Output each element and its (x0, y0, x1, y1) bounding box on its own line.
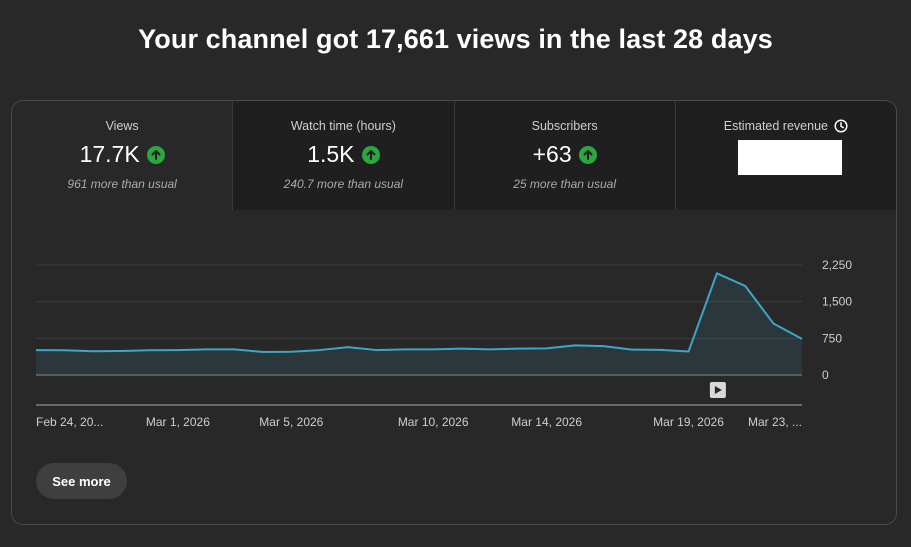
see-more-button[interactable]: See more (36, 463, 127, 499)
tab-views-sub: 961 more than usual (67, 177, 177, 191)
tab-views[interactable]: Views 17.7K 961 more than usual (12, 101, 233, 210)
analytics-card: Views 17.7K 961 more than usual Watch ti… (11, 100, 897, 525)
arrow-up-icon (361, 145, 380, 164)
tab-subscribers[interactable]: Subscribers +63 25 more than usual (453, 101, 675, 210)
tab-estimated-revenue[interactable]: Estimated revenue (674, 101, 896, 210)
tab-subscribers-value-row: +63 (455, 141, 675, 168)
page-headline: Your channel got 17,661 views in the las… (138, 24, 773, 54)
tab-views-value: 17.7K (79, 141, 140, 167)
arrow-up-icon (146, 145, 165, 164)
tab-watch-time-label: Watch time (hours) (290, 119, 396, 133)
clock-icon[interactable] (834, 119, 848, 133)
tab-views-value-row: 17.7K (12, 141, 232, 168)
tab-views-label: Views (105, 119, 139, 133)
tab-subscribers-label: Subscribers (531, 119, 598, 133)
tab-subscribers-sub: 25 more than usual (513, 177, 616, 191)
tab-revenue-label: Estimated revenue (723, 119, 828, 133)
tab-watch-time-value: 1.5K (307, 141, 355, 167)
tab-watch-time-value-row: 1.5K (233, 141, 453, 168)
tab-revenue-label-row: Estimated revenue (676, 119, 896, 133)
arrow-up-icon (578, 145, 597, 164)
tab-watch-time[interactable]: Watch time (hours) 1.5K 240.7 more than … (232, 101, 454, 210)
tab-subscribers-value: +63 (532, 141, 572, 167)
redacted-revenue-value (737, 140, 842, 175)
tab-watch-time-sub: 240.7 more than usual (283, 177, 404, 191)
metric-tabs: Views 17.7K 961 more than usual Watch ti… (12, 101, 896, 210)
